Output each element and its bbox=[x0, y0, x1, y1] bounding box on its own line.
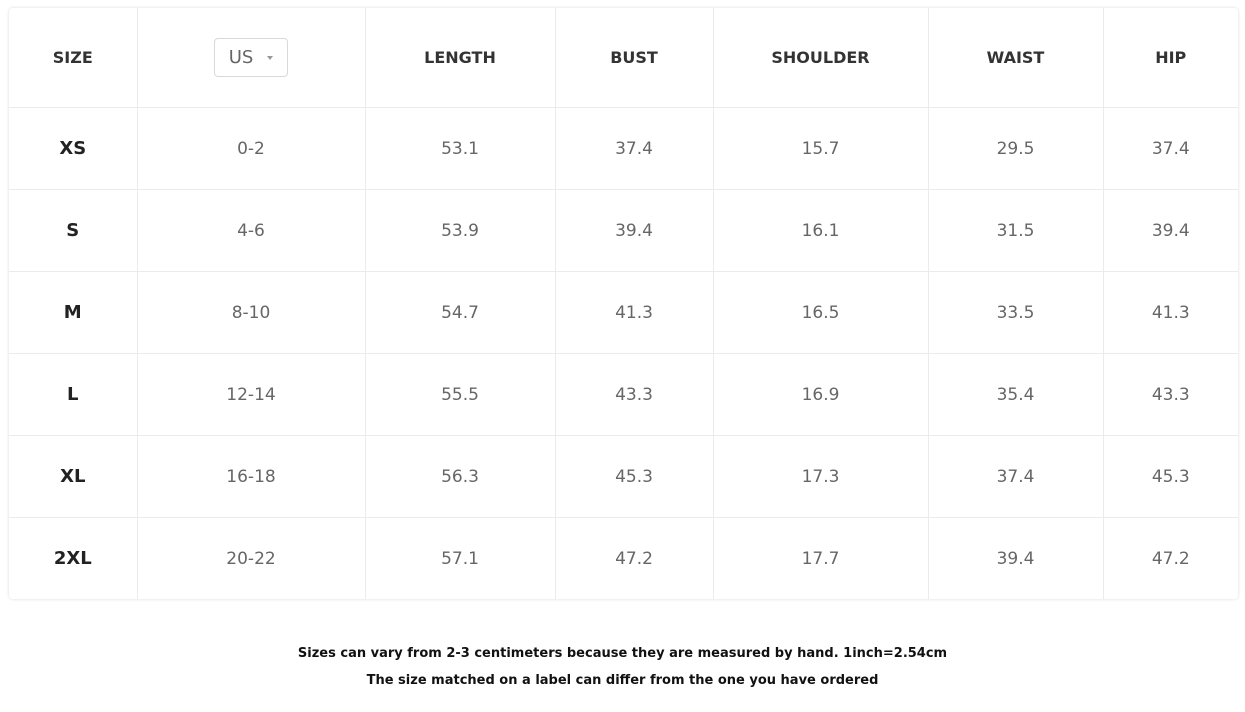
size-table: SIZE US LENGTH BUST SHOULDER WAIST HIP X… bbox=[9, 8, 1238, 599]
cell-length: 53.1 bbox=[364, 107, 556, 190]
size-chart: SIZE US LENGTH BUST SHOULDER WAIST HIP X… bbox=[9, 8, 1238, 599]
cell-bust: 39.4 bbox=[554, 189, 714, 272]
cell-length: 53.9 bbox=[364, 189, 556, 272]
header-bust: BUST bbox=[554, 8, 714, 108]
cell-waist: 39.4 bbox=[927, 517, 1104, 599]
cell-us-size: 16-18 bbox=[136, 435, 366, 518]
cell-length: 56.3 bbox=[364, 435, 556, 518]
cell-us-size: 20-22 bbox=[136, 517, 366, 599]
table-row: L 12-14 55.5 43.3 16.9 35.4 43.3 bbox=[9, 353, 1238, 436]
table-row: XL 16-18 56.3 45.3 17.3 37.4 45.3 bbox=[9, 435, 1238, 518]
cell-shoulder: 16.5 bbox=[712, 271, 929, 354]
cell-size: L bbox=[9, 353, 138, 436]
header-size: SIZE bbox=[9, 8, 138, 108]
table-row: XS 0-2 53.1 37.4 15.7 29.5 37.4 bbox=[9, 107, 1238, 190]
header-waist: WAIST bbox=[927, 8, 1104, 108]
cell-size: 2XL bbox=[9, 517, 138, 599]
header-shoulder: SHOULDER bbox=[712, 8, 929, 108]
header-length: LENGTH bbox=[364, 8, 556, 108]
table-row: M 8-10 54.7 41.3 16.5 33.5 41.3 bbox=[9, 271, 1238, 354]
cell-shoulder: 17.7 bbox=[712, 517, 929, 599]
chevron-down-icon bbox=[267, 55, 274, 60]
cell-bust: 37.4 bbox=[554, 107, 714, 190]
cell-waist: 29.5 bbox=[927, 107, 1104, 190]
note-measurement: Sizes can vary from 2-3 centimeters beca… bbox=[297, 646, 948, 661]
cell-size: M bbox=[9, 271, 138, 354]
cell-us-size: 4-6 bbox=[136, 189, 366, 272]
cell-length: 54.7 bbox=[364, 271, 556, 354]
cell-hip: 37.4 bbox=[1102, 107, 1238, 190]
cell-length: 57.1 bbox=[364, 517, 556, 599]
cell-size: S bbox=[9, 189, 138, 272]
cell-waist: 37.4 bbox=[927, 435, 1104, 518]
cell-bust: 43.3 bbox=[554, 353, 714, 436]
header-hip: HIP bbox=[1102, 8, 1238, 108]
cell-hip: 41.3 bbox=[1102, 271, 1238, 354]
cell-hip: 39.4 bbox=[1102, 189, 1238, 272]
cell-bust: 47.2 bbox=[554, 517, 714, 599]
cell-size: XS bbox=[9, 107, 138, 190]
table-row: S 4-6 53.9 39.4 16.1 31.5 39.4 bbox=[9, 189, 1238, 272]
cell-waist: 31.5 bbox=[927, 189, 1104, 272]
cell-waist: 33.5 bbox=[927, 271, 1104, 354]
cell-shoulder: 16.9 bbox=[712, 353, 929, 436]
cell-hip: 43.3 bbox=[1102, 353, 1238, 436]
cell-length: 55.5 bbox=[364, 353, 556, 436]
cell-bust: 45.3 bbox=[554, 435, 714, 518]
cell-us-size: 0-2 bbox=[136, 107, 366, 190]
unit-select[interactable]: US bbox=[213, 38, 289, 77]
cell-bust: 41.3 bbox=[554, 271, 714, 354]
cell-shoulder: 17.3 bbox=[712, 435, 929, 518]
size-notes: Sizes can vary from 2-3 centimeters beca… bbox=[0, 640, 1245, 694]
cell-hip: 45.3 bbox=[1102, 435, 1238, 518]
table-row: 2XL 20-22 57.1 47.2 17.7 39.4 47.2 bbox=[9, 517, 1238, 599]
cell-size: XL bbox=[9, 435, 138, 518]
cell-shoulder: 16.1 bbox=[712, 189, 929, 272]
cell-us-size: 12-14 bbox=[136, 353, 366, 436]
cell-hip: 47.2 bbox=[1102, 517, 1238, 599]
header-row: SIZE US LENGTH BUST SHOULDER WAIST HIP bbox=[9, 8, 1238, 108]
cell-us-size: 8-10 bbox=[136, 271, 366, 354]
cell-shoulder: 15.7 bbox=[712, 107, 929, 190]
cell-waist: 35.4 bbox=[927, 353, 1104, 436]
unit-select-value: US bbox=[228, 47, 254, 68]
note-label: The size matched on a label can differ f… bbox=[366, 673, 879, 688]
